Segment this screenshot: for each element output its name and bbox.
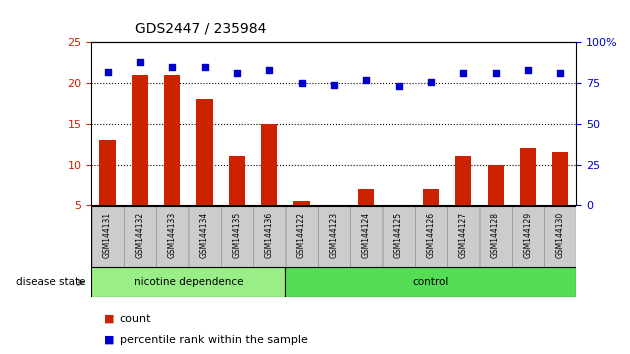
Point	[458, 70, 468, 76]
Bar	[124, 206, 156, 267]
Text: percentile rank within the sample: percentile rank within the sample	[120, 335, 307, 345]
Bar	[294, 201, 310, 205]
Point	[167, 64, 177, 70]
Bar	[350, 206, 382, 267]
Bar	[229, 156, 245, 205]
Bar	[91, 267, 285, 297]
Bar	[100, 140, 116, 205]
Text: GSM144130: GSM144130	[556, 212, 564, 258]
Bar	[520, 148, 536, 205]
Bar	[156, 206, 188, 267]
Text: GSM144129: GSM144129	[524, 212, 532, 258]
Text: GSM144134: GSM144134	[200, 212, 209, 258]
Text: GSM144124: GSM144124	[362, 212, 370, 258]
Text: GSM144135: GSM144135	[232, 212, 241, 258]
Bar	[358, 189, 374, 205]
Text: GSM144132: GSM144132	[135, 212, 144, 258]
Point	[103, 69, 113, 75]
Text: GSM144122: GSM144122	[297, 212, 306, 258]
Bar	[423, 189, 439, 205]
Bar	[455, 156, 471, 205]
Point	[329, 82, 339, 88]
Text: GSM144125: GSM144125	[394, 212, 403, 258]
Bar	[164, 75, 180, 205]
Bar	[479, 206, 512, 267]
Bar	[544, 206, 576, 267]
Bar	[285, 206, 318, 267]
Bar	[326, 205, 342, 209]
Text: GSM144126: GSM144126	[427, 212, 435, 258]
Text: GSM144127: GSM144127	[459, 212, 467, 258]
Bar	[261, 124, 277, 205]
Text: GSM144131: GSM144131	[103, 212, 112, 258]
Point	[264, 67, 274, 73]
Bar	[188, 206, 220, 267]
Bar	[512, 206, 544, 267]
Bar	[415, 206, 447, 267]
Text: GSM144133: GSM144133	[168, 212, 176, 258]
Point	[394, 84, 404, 89]
Text: ■: ■	[104, 314, 115, 324]
Text: nicotine dependence: nicotine dependence	[134, 277, 243, 287]
Bar	[488, 165, 504, 205]
Bar	[318, 206, 350, 267]
Point	[200, 64, 210, 70]
Point	[232, 70, 242, 76]
Bar	[447, 206, 479, 267]
Text: disease state: disease state	[16, 277, 85, 287]
Bar	[197, 99, 213, 205]
Point	[523, 67, 533, 73]
Bar	[285, 267, 576, 297]
Bar	[253, 206, 285, 267]
Point	[555, 70, 565, 76]
Point	[297, 80, 307, 86]
Text: GSM144128: GSM144128	[491, 212, 500, 258]
Text: count: count	[120, 314, 151, 324]
Text: ■: ■	[104, 335, 115, 345]
Point	[426, 79, 436, 84]
Bar	[552, 152, 568, 205]
Text: control: control	[413, 277, 449, 287]
Bar	[221, 206, 253, 267]
Point	[135, 59, 145, 65]
Bar	[91, 206, 123, 267]
Text: GDS2447 / 235984: GDS2447 / 235984	[135, 21, 267, 35]
Point	[491, 70, 501, 76]
Text: GSM144123: GSM144123	[329, 212, 338, 258]
Text: GSM144136: GSM144136	[265, 212, 273, 258]
Bar	[132, 75, 148, 205]
Point	[361, 77, 371, 83]
Bar	[382, 206, 415, 267]
